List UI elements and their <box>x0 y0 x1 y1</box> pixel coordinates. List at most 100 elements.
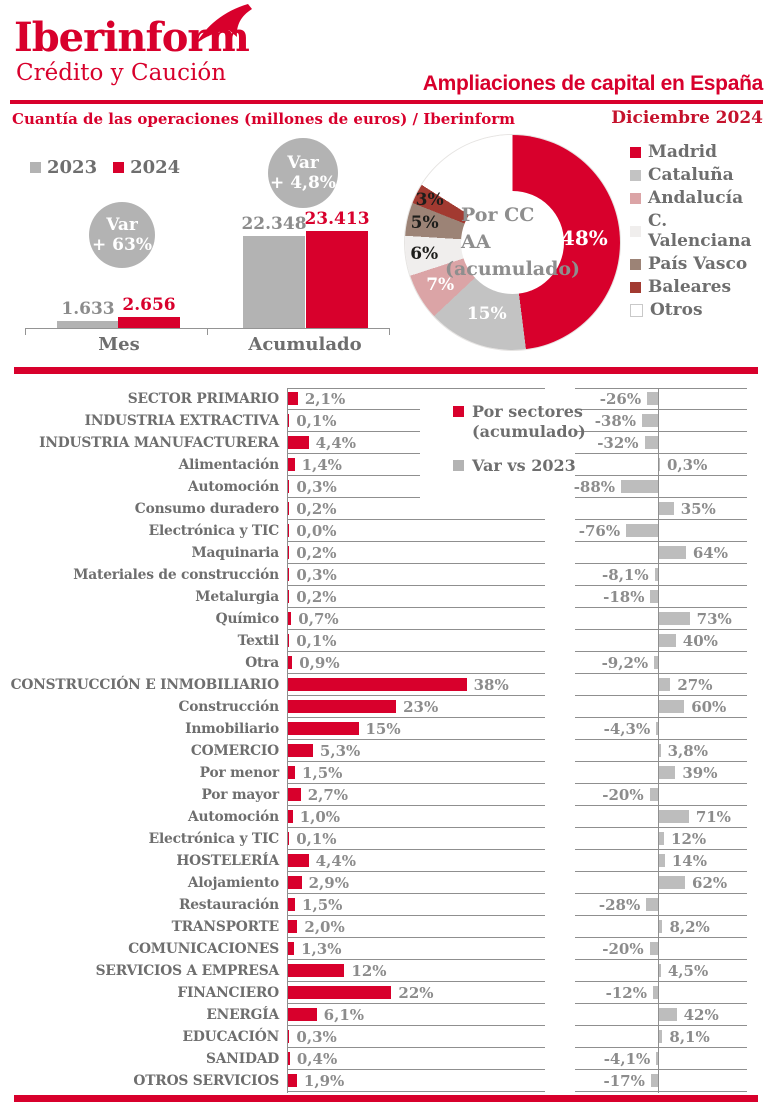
gridline <box>575 475 747 476</box>
gridline <box>287 981 545 982</box>
share-bar <box>288 854 309 867</box>
legend-line1: Por sectores <box>472 402 583 421</box>
sector-label: FINANCIERO <box>177 985 279 1001</box>
donut-legend-item-Madrid: Madrid <box>630 142 773 162</box>
gridline <box>287 805 545 806</box>
sector-row: Automoción 1,0% 71% <box>0 806 773 828</box>
sector-legend: Por sectores (acumulado) Var vs 2023 <box>453 402 603 476</box>
share-bar <box>288 546 290 559</box>
var-value-label: -12% <box>605 984 647 1002</box>
gridline <box>287 1025 545 1026</box>
sector-row: Materiales de construcción 0,3% -8,1% <box>0 564 773 586</box>
var-bar <box>642 414 658 427</box>
gridline <box>575 497 747 498</box>
sector-label: SERVICIOS A EMPRESA <box>95 963 280 979</box>
sector-label: CONSTRUCCIÓN E INMOBILIARIO <box>10 677 280 693</box>
var-value-label: 40% <box>682 632 718 650</box>
color-square-icon <box>630 169 641 181</box>
sector-row: Electrónica y TIC 0,1% 12% <box>0 828 773 850</box>
sector-row: SANIDAD 0,4% -4,1% <box>0 1048 773 1070</box>
logo-wordmark: Iberinform <box>14 14 250 61</box>
legend-line2: (acumulado) <box>472 422 586 441</box>
sector-row: Construcción 23% 60% <box>0 696 773 718</box>
year-legend-label: 2023 <box>47 157 98 178</box>
donut-legend-item-País Vasco: País Vasco <box>630 254 773 274</box>
share-value-label: 0,0% <box>296 522 337 540</box>
gridline <box>287 453 420 454</box>
category-label-Mes: Mes <box>98 334 140 355</box>
slice-label-Cataluña: 15% <box>466 304 507 324</box>
share-value-label: 1,0% <box>299 808 341 826</box>
gridline <box>575 981 747 982</box>
share-value-label: 2,7% <box>307 786 349 804</box>
sector-label: Alimentación <box>178 457 280 473</box>
var-bar <box>650 590 658 603</box>
sector-label: SANIDAD <box>206 1051 279 1067</box>
var-value-label: -26% <box>599 390 642 408</box>
var-bar <box>646 898 658 911</box>
sector-label: Químico <box>215 611 280 627</box>
var-value-label: -38% <box>594 412 637 430</box>
var-bar <box>659 502 674 515</box>
gridline <box>575 959 747 960</box>
var-badge-line1: Var <box>106 215 138 235</box>
var-bar <box>659 832 665 845</box>
gridline <box>287 519 545 520</box>
var-value-label: 12% <box>671 830 707 848</box>
gridline <box>575 1069 747 1070</box>
gridline <box>575 629 747 630</box>
sector-label: Por mayor <box>201 787 279 803</box>
gridline <box>287 1047 545 1048</box>
color-square-icon <box>630 303 643 317</box>
var-bar <box>656 1052 658 1065</box>
share-value-label: 0,1% <box>296 830 337 848</box>
share-value-label: 0,3% <box>296 1028 337 1046</box>
x-axis-line <box>25 328 390 329</box>
gridline <box>575 739 747 740</box>
var-value-label: 73% <box>696 610 732 628</box>
share-bar <box>288 1074 297 1087</box>
share-bar <box>288 568 290 581</box>
var-bar <box>659 744 661 757</box>
bird-icon <box>196 4 252 44</box>
var-bar <box>656 722 658 735</box>
sector-label: Electrónica y TIC <box>148 523 280 539</box>
sector-label: Construcción <box>178 699 279 715</box>
share-bar <box>288 722 359 735</box>
share-bar <box>288 1030 290 1043</box>
donut-legend-item-C. Valenciana: C. Valenciana <box>630 211 773 251</box>
gridline <box>575 761 747 762</box>
var-value-label: 60% <box>691 698 727 716</box>
share-value-label: 22% <box>398 984 434 1002</box>
var-badge-line1: Var <box>287 153 319 173</box>
slice-label-País Vasco: 5% <box>410 212 439 233</box>
gridline <box>287 849 545 850</box>
donut-center-line1: Por CC AA <box>461 204 535 253</box>
var-bar <box>649 788 658 801</box>
share-value-label: 0,9% <box>299 654 340 672</box>
var-badge-Mes: Var + 63% <box>89 202 155 268</box>
var-value-label: 8,2% <box>669 918 710 936</box>
year-legend-item: 2024 <box>113 157 180 178</box>
gridline <box>575 827 747 828</box>
sector-row: INDUSTRIA EXTRACTIVA 0,1% -38% <box>0 410 773 432</box>
gridline <box>575 585 747 586</box>
var-bar <box>644 436 658 449</box>
share-value-label: 0,3% <box>296 566 337 584</box>
gridline <box>575 563 747 564</box>
var-bar <box>659 458 660 471</box>
sector-label: Metalurgia <box>195 589 279 605</box>
share-bar <box>288 1052 290 1065</box>
share-value-label: 4,4% <box>315 434 357 452</box>
share-value-label: 0,3% <box>296 478 337 496</box>
sector-label: Consumo duradero <box>134 501 279 517</box>
gridline <box>287 717 545 718</box>
gridline <box>575 849 747 850</box>
var-bar <box>659 964 661 977</box>
page-title: Ampliaciones de capital en España <box>422 72 764 95</box>
year-legend-item: 2023 <box>30 157 97 178</box>
sector-row: TRANSPORTE 2,0% 8,2% <box>0 916 773 938</box>
sector-row: COMERCIO 5,3% 3,8% <box>0 740 773 762</box>
var-value-label: -32% <box>597 434 639 452</box>
